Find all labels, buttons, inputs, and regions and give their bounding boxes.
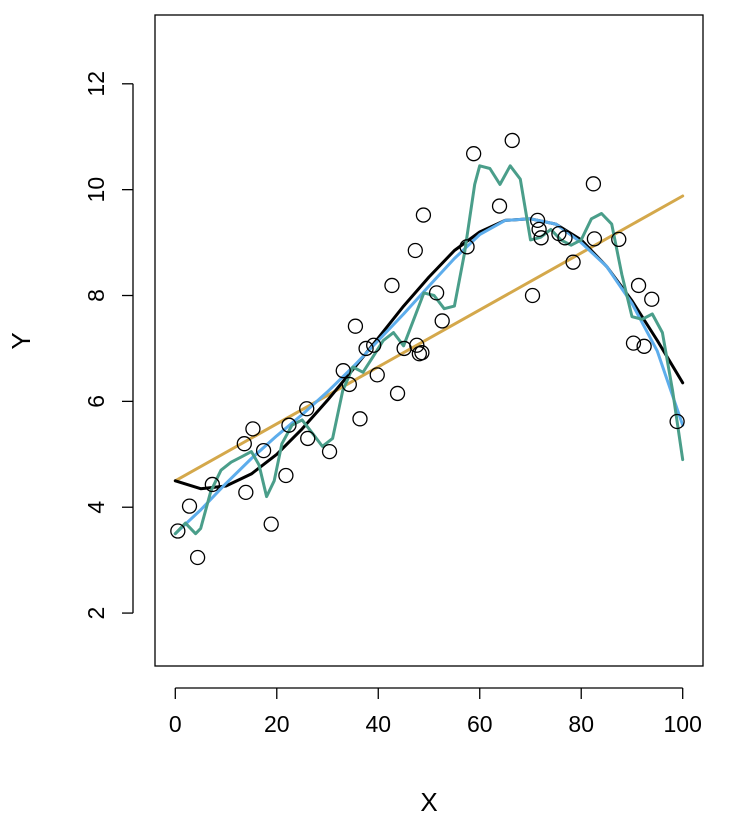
x-tick-label: 60: [467, 711, 493, 737]
data-point: [415, 207, 432, 223]
data-point: [636, 338, 652, 354]
data-point: [669, 413, 685, 430]
data-point: [238, 484, 254, 501]
y-tick-label: 2: [83, 607, 109, 620]
data-point: [466, 146, 482, 162]
data-point: [557, 230, 573, 246]
data-point: [170, 523, 186, 539]
data-point: [529, 212, 546, 229]
data-point: [263, 516, 279, 532]
data-point: [384, 277, 400, 294]
data-point: [611, 231, 627, 248]
y-axis-label: Y: [6, 332, 36, 349]
data-point: [586, 231, 603, 247]
data-points: [170, 132, 685, 566]
data-point: [389, 385, 406, 402]
y-axis: 2 4 6 8 10 12: [83, 71, 134, 620]
x-tick-label: 80: [568, 711, 594, 737]
data-point: [255, 442, 272, 459]
data-point: [644, 291, 660, 307]
data-point: [409, 337, 425, 353]
data-point: [300, 430, 316, 447]
fit-line-4: [173, 164, 685, 536]
data-point: [533, 230, 549, 246]
data-point: [585, 176, 602, 192]
data-point: [347, 318, 364, 334]
data-point: [531, 221, 547, 238]
y-tick-label: 6: [83, 395, 109, 408]
data-point: [321, 443, 338, 460]
data-point: [491, 198, 508, 214]
data-point: [204, 476, 220, 493]
data-point: [565, 254, 581, 270]
x-tick-label: 0: [169, 711, 182, 737]
data-point: [434, 313, 450, 329]
plot-frame: [154, 14, 704, 667]
data-point: [278, 467, 294, 484]
data-point: [281, 417, 297, 433]
data-point: [181, 498, 198, 514]
data-point: [630, 277, 647, 294]
y-tick-label: 12: [83, 71, 109, 97]
data-point: [524, 287, 541, 304]
data-point: [369, 367, 385, 383]
fit-line-3: [173, 217, 685, 536]
y-tick-label: 10: [83, 177, 109, 203]
y-tick-label: 4: [83, 501, 109, 514]
y-tick-label: 8: [83, 289, 109, 302]
data-point: [358, 340, 374, 357]
data-point: [299, 401, 315, 417]
data-point: [341, 376, 357, 393]
data-point: [459, 239, 475, 255]
x-tick-label: 40: [365, 711, 391, 737]
data-point: [625, 335, 642, 351]
data-point: [407, 242, 423, 259]
data-point: [335, 363, 351, 379]
x-axis-label: X: [420, 787, 437, 817]
data-point: [189, 549, 206, 566]
data-point: [428, 285, 445, 301]
fit-lines: [173, 164, 685, 536]
x-tick-label: 100: [664, 711, 702, 737]
data-point: [366, 337, 382, 353]
x-tick-label: 20: [264, 711, 290, 737]
x-axis: 0 20 40 60 80 100: [169, 687, 702, 737]
data-point: [236, 436, 252, 452]
data-point: [352, 411, 368, 427]
fit-line-1: [173, 194, 685, 483]
data-point: [504, 132, 520, 149]
data-point: [414, 345, 430, 361]
data-point: [245, 421, 261, 437]
